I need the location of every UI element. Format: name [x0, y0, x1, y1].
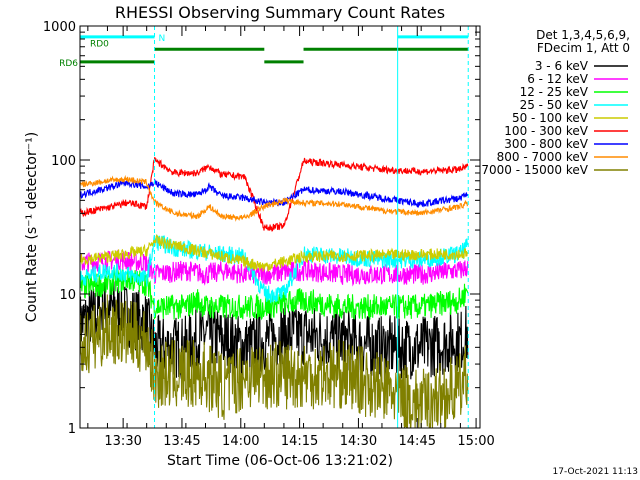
series-line-8	[80, 294, 469, 428]
legend-label-7: 800 - 7000 keV	[497, 150, 589, 164]
legend-label-4: 50 - 100 keV	[512, 111, 589, 125]
x-tick-label-0: 13:30	[104, 434, 141, 449]
x-tick-label-3: 14:15	[281, 434, 318, 449]
series-line-5	[80, 156, 469, 232]
series-line-1	[80, 249, 469, 287]
legend-label-3: 25 - 50 keV	[520, 98, 589, 112]
chart-title: RHESSI Observing Summary Count Rates	[115, 3, 445, 22]
axis-layer: 1 10 100 1000 13:30 13:45 14:00 14:15 14:30 14:45…	[43, 20, 495, 449]
flag-label-N: N	[159, 34, 166, 44]
y-tick-label-1: 10	[59, 288, 76, 303]
legend-header-1: Det 1,3,4,5,6,9,	[536, 28, 630, 42]
x-tick-label-6: 15:00	[457, 434, 494, 449]
series-layer	[80, 156, 469, 428]
series-line-4	[80, 234, 469, 272]
x-tick-label-4: 14:30	[340, 434, 377, 449]
x-tick-label-2: 14:00	[222, 434, 259, 449]
legend-label-1: 6 - 12 keV	[527, 72, 589, 86]
series-line-2	[80, 266, 469, 321]
boundary-layer	[154, 26, 469, 428]
flag-label-RD0: RD0	[90, 39, 109, 49]
x-axis-label: Start Time (06-Oct-06 13:21:02)	[167, 453, 393, 469]
plot-frame	[79, 25, 481, 429]
y-tick-label-0: 1	[68, 422, 76, 437]
timestamp: 17-Oct-2021 11:13	[553, 467, 638, 477]
flag-label-RD6: RD6	[59, 59, 78, 69]
y-tick-label-2: 100	[51, 154, 76, 169]
legend-label-5: 100 - 300 keV	[504, 124, 588, 138]
y-tick-label-3: 1000	[43, 20, 76, 35]
series-line-7	[80, 174, 469, 222]
legend-label-8: 7000 - 15000 keV	[481, 163, 588, 177]
y-axis-label: Count Rate (s⁻¹ detector⁻¹)	[24, 132, 40, 322]
legend-header-2: FDecim 1, Att 0	[537, 41, 630, 55]
legend-label-0: 3 - 6 keV	[535, 59, 589, 73]
flag-layer: N RD0 RD6	[59, 34, 469, 69]
series-line-6	[80, 178, 469, 209]
x-tick-label-5: 14:45	[399, 434, 436, 449]
x-tick-label-1: 13:45	[163, 434, 200, 449]
legend-label-2: 12 - 25 keV	[520, 85, 589, 99]
legend-label-6: 300 - 800 keV	[504, 137, 588, 151]
